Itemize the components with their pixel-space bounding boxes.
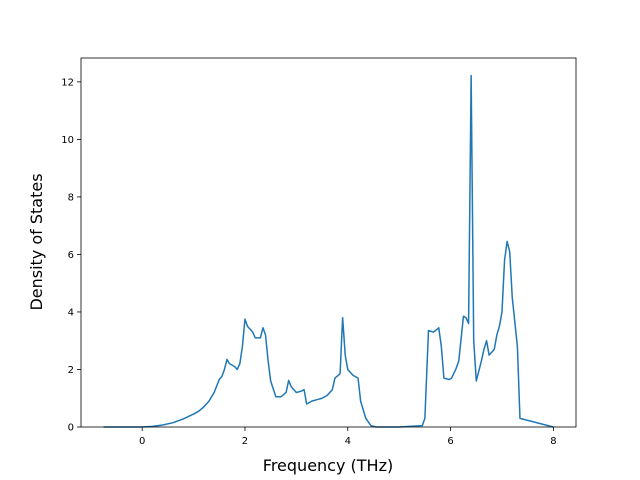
x-tick-label: 6: [447, 436, 453, 447]
y-tick-label: 0: [68, 423, 74, 434]
y-axis-label: Density of States: [27, 173, 46, 310]
x-tick-label: 2: [242, 436, 248, 447]
y-tick-label: 4: [68, 307, 74, 318]
y-tick-label: 10: [61, 135, 74, 146]
y-tick-label: 6: [68, 250, 74, 261]
y-tick-label: 8: [68, 192, 74, 203]
plot-frame: [80, 57, 577, 428]
x-tick-label: 8: [550, 436, 556, 447]
y-tick-label: 12: [61, 77, 74, 88]
x-tick-label: 4: [345, 436, 351, 447]
x-tick-label: 0: [139, 436, 145, 447]
x-axis-label: Frequency (THz): [263, 456, 393, 475]
line: [103, 74, 554, 428]
y-tick-label: 2: [68, 365, 74, 376]
